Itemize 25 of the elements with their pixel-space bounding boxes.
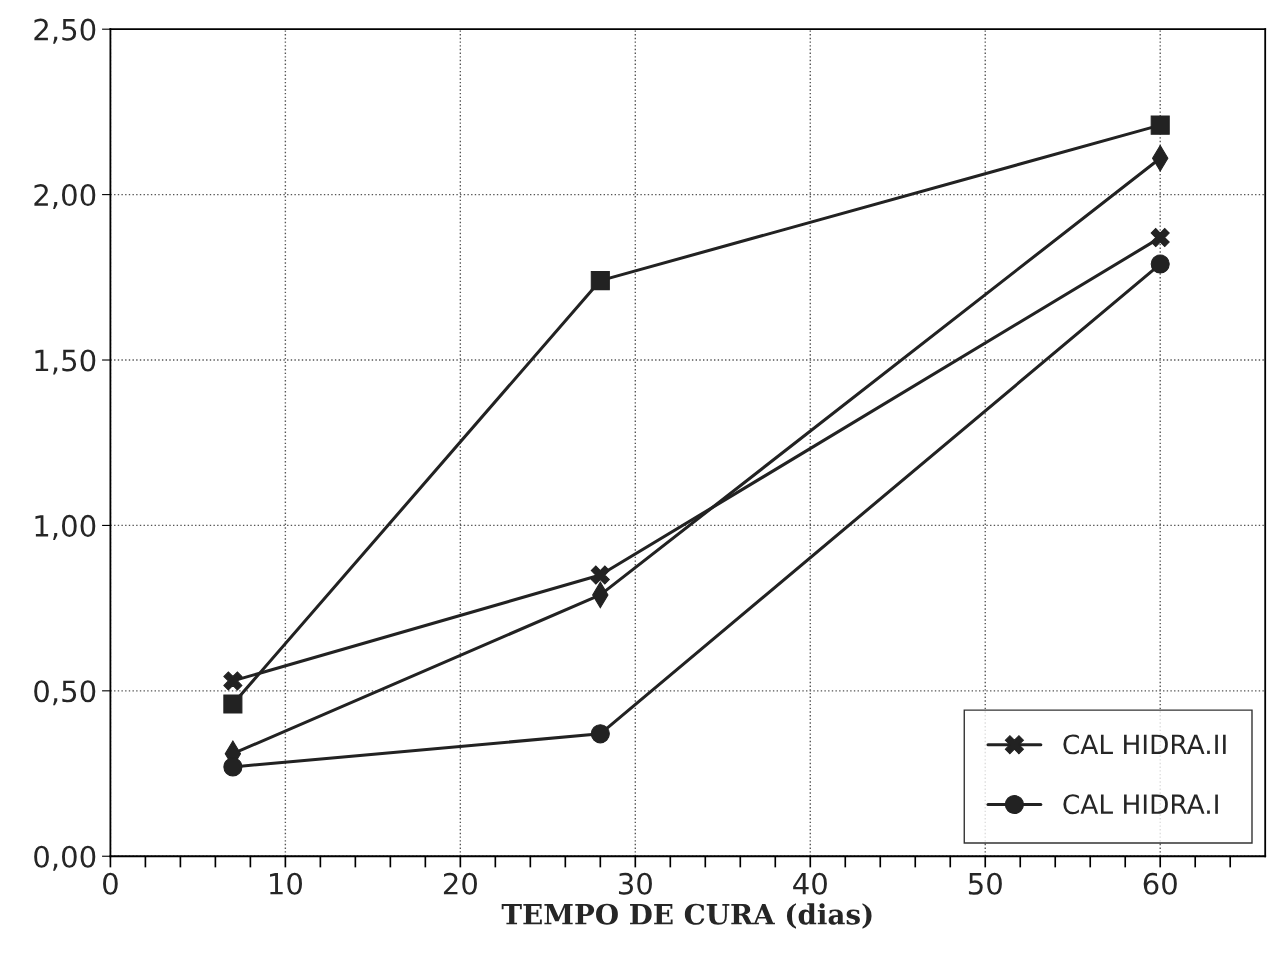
x-tick-label: 30 xyxy=(618,872,652,895)
y-tick-label: 0,00 xyxy=(34,845,96,871)
legend-label: CAL HIDRA.I xyxy=(1063,794,1218,815)
y-tick-label: 2,50 xyxy=(34,18,96,44)
x-tick-label: 60 xyxy=(1143,872,1177,895)
x-tick-label: 10 xyxy=(270,872,302,895)
x-tick-label: 20 xyxy=(443,872,477,895)
point xyxy=(1150,254,1170,274)
point xyxy=(223,671,243,691)
y-tick-label: 1,00 xyxy=(35,514,96,540)
point xyxy=(1150,115,1170,135)
point xyxy=(223,694,243,714)
point xyxy=(223,757,243,777)
y-tick-label: 0,50 xyxy=(34,680,96,706)
x-tick-label: 50 xyxy=(968,872,1002,895)
point xyxy=(590,271,610,291)
y-tick-label: 2,00 xyxy=(34,184,96,210)
point xyxy=(590,724,610,744)
x-tick-label: 0 xyxy=(103,872,118,895)
point xyxy=(1150,228,1170,248)
x-axis-title: TEMPO DE CURA (dias) xyxy=(501,903,872,929)
y-tick-label: 1,50 xyxy=(35,349,96,375)
x-tick-label: 40 xyxy=(793,872,827,895)
legend-label: CAL HIDRA.II xyxy=(1063,734,1226,755)
point xyxy=(590,565,610,585)
